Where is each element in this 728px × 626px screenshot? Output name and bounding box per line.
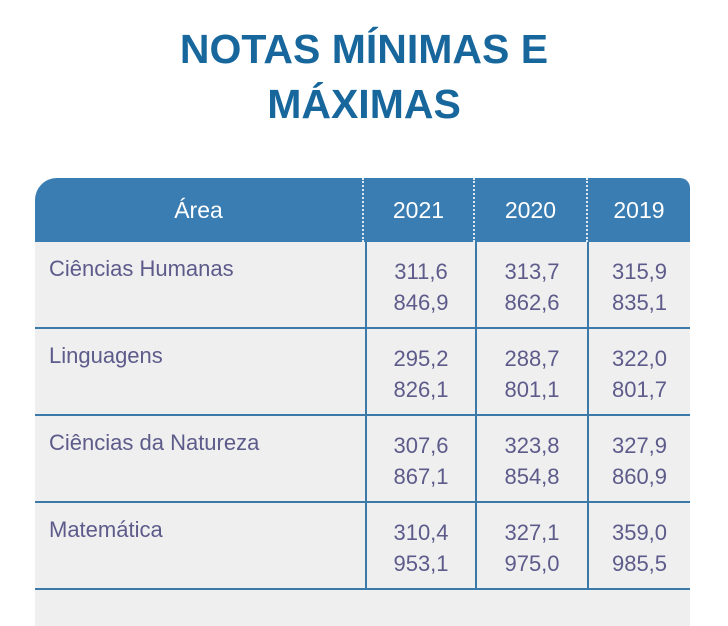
min-score: 323,8 bbox=[504, 433, 560, 458]
max-score: 867,1 bbox=[393, 464, 449, 489]
page-title: NOTAS MÍNIMAS E MÁXIMAS bbox=[0, 22, 728, 132]
scores-table: Área 2021 2020 2019 Ciências Humanas 311,… bbox=[35, 178, 690, 626]
area-cell: Matemática bbox=[49, 517, 163, 542]
table-header: Área 2021 2020 2019 bbox=[35, 178, 690, 242]
area-cell: Ciências Humanas bbox=[49, 256, 234, 281]
header-2019: 2019 bbox=[585, 178, 690, 242]
max-score: 854,8 bbox=[504, 464, 560, 489]
table-footer bbox=[35, 590, 690, 626]
header-2020: 2020 bbox=[472, 178, 586, 242]
area-cell: Ciências da Natureza bbox=[49, 430, 260, 455]
score-cell: 313,7 862,6 bbox=[475, 242, 587, 327]
score-cell: 315,9 835,1 bbox=[587, 242, 690, 327]
score-cell: 327,9 860,9 bbox=[587, 416, 690, 501]
min-score: 307,6 bbox=[393, 433, 449, 458]
max-score: 801,1 bbox=[504, 377, 560, 402]
score-cell: 295,2 826,1 bbox=[365, 329, 475, 414]
max-score: 862,6 bbox=[504, 290, 560, 315]
max-score: 860,9 bbox=[611, 464, 668, 489]
score-cell: 359,0 985,5 bbox=[587, 503, 690, 588]
max-score: 835,1 bbox=[611, 290, 668, 315]
min-score: 359,0 bbox=[611, 520, 668, 545]
table-row: Matemática 310,4 953,1 327,1 975,0 359,0 985,5 bbox=[35, 503, 690, 590]
score-cell: 310,4 953,1 bbox=[365, 503, 475, 588]
score-cell: 311,6 846,9 bbox=[365, 242, 475, 327]
title-line-1: NOTAS MÍNIMAS E bbox=[179, 26, 549, 72]
max-score: 985,5 bbox=[611, 551, 668, 576]
score-cell: 322,0 801,7 bbox=[587, 329, 690, 414]
max-score: 801,7 bbox=[611, 377, 668, 402]
score-cell: 323,8 854,8 bbox=[475, 416, 587, 501]
score-cell: 288,7 801,1 bbox=[475, 329, 587, 414]
table-row: Linguagens 295,2 826,1 288,7 801,1 322,0 801,7 bbox=[35, 329, 690, 416]
min-score: 322,0 bbox=[611, 346, 668, 371]
max-score: 975,0 bbox=[504, 551, 560, 576]
min-score: 315,9 bbox=[611, 259, 668, 284]
min-score: 288,7 bbox=[504, 346, 560, 371]
min-score: 295,2 bbox=[393, 346, 449, 371]
score-cell: 327,1 975,0 bbox=[475, 503, 587, 588]
max-score: 826,1 bbox=[393, 377, 449, 402]
max-score: 846,9 bbox=[393, 290, 449, 315]
header-area: Área bbox=[174, 196, 223, 223]
max-score: 953,1 bbox=[393, 551, 449, 576]
min-score: 310,4 bbox=[393, 520, 449, 545]
area-cell: Linguagens bbox=[49, 343, 163, 368]
table-row: Ciências da Natureza 307,6 867,1 323,8 854,8… bbox=[35, 416, 690, 503]
header-2021: 2021 bbox=[361, 178, 473, 242]
score-cell: 307,6 867,1 bbox=[365, 416, 475, 501]
min-score: 327,9 bbox=[611, 433, 668, 458]
min-score: 311,6 bbox=[394, 259, 448, 284]
min-score: 313,7 bbox=[504, 259, 560, 284]
table-row: Ciências Humanas 311,6 846,9 313,7 862,6 315,… bbox=[35, 242, 690, 329]
min-score: 327,1 bbox=[504, 520, 560, 545]
title-line-2: MÁXIMAS bbox=[267, 81, 461, 127]
